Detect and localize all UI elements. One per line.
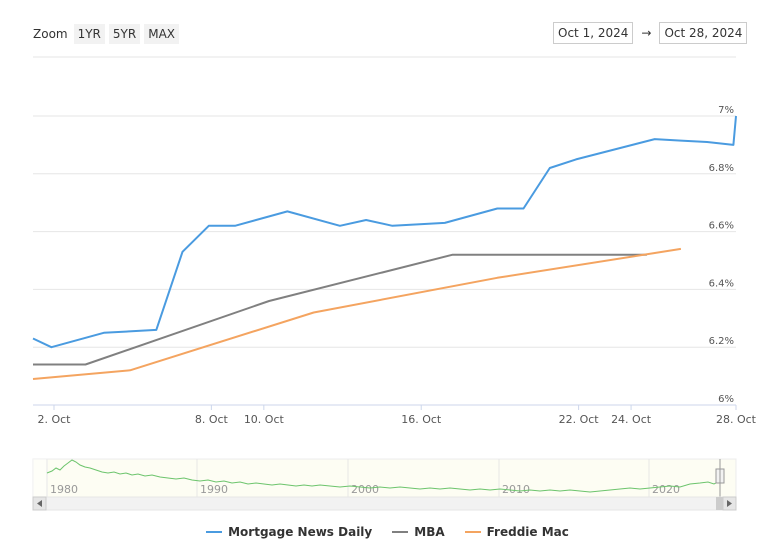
y-tick-label: 6.6%: [709, 221, 734, 232]
range-arrow: →: [641, 26, 652, 40]
range-from-input[interactable]: Oct 1, 2024: [553, 22, 634, 44]
navigator-year-label: 1980: [50, 483, 78, 496]
scroll-left-icon: [37, 500, 42, 507]
x-tick-label: 10. Oct: [244, 413, 285, 426]
navigator-year-label: 1990: [200, 483, 228, 496]
navigator[interactable]: 1980 1990 2000 2010 2020: [32, 458, 737, 498]
zoom-max-button[interactable]: MAX: [144, 24, 180, 44]
navigator-mask: [33, 459, 48, 497]
y-tick-label: 6%: [718, 394, 734, 405]
series-line-2: [32, 247, 682, 380]
legend-label-mba: MBA: [414, 525, 445, 539]
navigator-history-line: [46, 459, 721, 493]
tick-labels: 6% 6.2% 6.4% 6.6% 6.8% 7% 2. Oct 8. Oct 10. Oct 1…: [37, 105, 756, 426]
series-line-1: [33, 253, 647, 366]
zoom-1yr-button[interactable]: 1YR: [73, 24, 105, 44]
scrollbar[interactable]: [32, 496, 737, 511]
navigator-background: [32, 458, 737, 498]
legend-swatch-freddie: [464, 531, 481, 533]
x-tick-label: 28. Oct: [716, 413, 757, 426]
legend-label-mnd: Mortgage News Daily: [228, 525, 373, 539]
legend-swatch-mnd: [206, 531, 223, 533]
navigator-year-label: 2020: [652, 483, 680, 496]
scrollbar-track[interactable]: [32, 496, 737, 511]
legend-item-mba[interactable]: MBA: [392, 525, 445, 539]
series-line-0: [32, 115, 737, 349]
y-tick-label: 6.2%: [709, 336, 734, 347]
zoom-5yr-button[interactable]: 5YR: [108, 24, 141, 44]
x-tick-label: 24. Oct: [611, 413, 652, 426]
x-tick-label: 2. Oct: [37, 413, 71, 426]
range-to-input[interactable]: Oct 28, 2024: [659, 22, 748, 44]
x-tick-label: 22. Oct: [559, 413, 600, 426]
zoom-label: Zoom: [33, 27, 68, 41]
scrollbar-thumb[interactable]: [716, 497, 723, 510]
y-tick-label: 7%: [718, 105, 734, 116]
legend-item-mnd[interactable]: Mortgage News Daily: [206, 525, 372, 539]
scroll-right-icon: [727, 500, 732, 507]
legend-item-freddie[interactable]: Freddie Mac: [464, 525, 569, 539]
navigator-year-label: 2010: [502, 483, 530, 496]
x-tick-label: 16. Oct: [401, 413, 442, 426]
navigator-year-label: 2000: [351, 483, 379, 496]
legend: Mortgage News Daily MBA Freddie Mac: [0, 525, 775, 539]
zoom-bar: Zoom 1YR 5YR MAX: [33, 24, 183, 44]
series-lines: [32, 115, 737, 380]
navigator-labels: 1980 1990 2000 2010 2020: [46, 459, 680, 497]
date-range: Oct 1, 2024 → Oct 28, 2024: [553, 21, 748, 45]
x-tick-label: 8. Oct: [195, 413, 229, 426]
grid: [33, 56, 736, 406]
y-tick-label: 6.8%: [709, 163, 734, 174]
legend-swatch-mba: [392, 531, 409, 533]
legend-label-freddie: Freddie Mac: [486, 525, 569, 539]
y-tick-label: 6.4%: [709, 278, 734, 289]
